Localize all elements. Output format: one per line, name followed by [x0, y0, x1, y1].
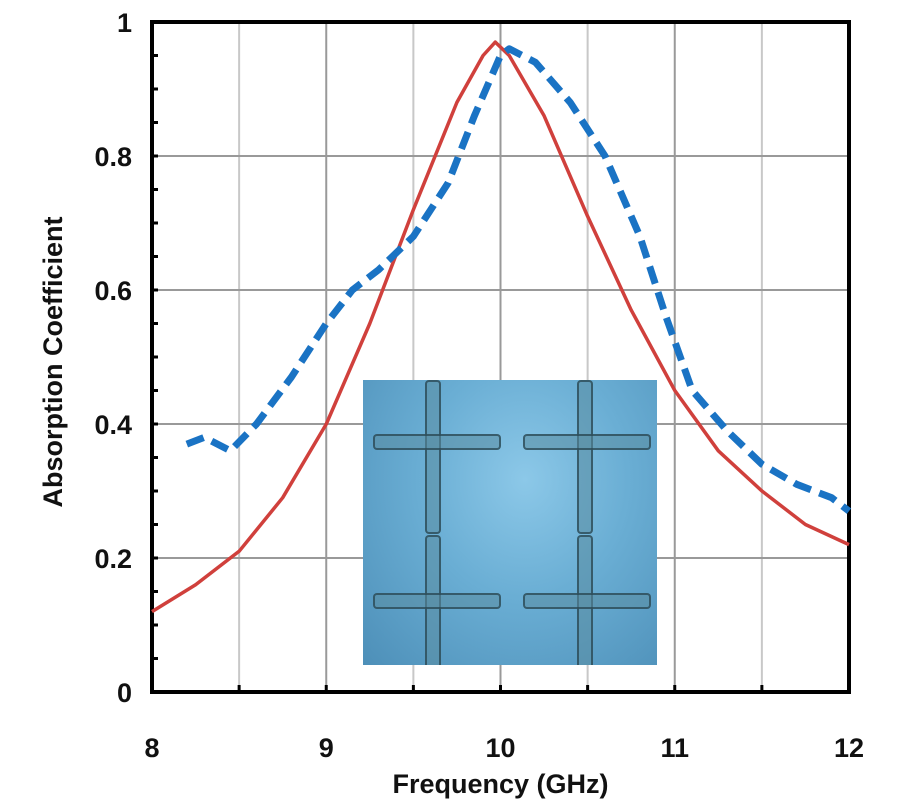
cross-pattern	[523, 434, 651, 450]
x-tick-label: 12	[834, 733, 864, 763]
series-line-measured	[185, 45, 852, 514]
y-tick-label: 0.4	[94, 410, 132, 440]
x-tick-label: 11	[660, 733, 689, 763]
x-tick-label: 9	[319, 733, 334, 763]
y-tick-label: 0.8	[94, 142, 132, 172]
inset-microscope-image	[363, 380, 657, 665]
y-axis-label: Absorption Coefficient	[38, 217, 68, 508]
cross-pattern	[373, 434, 501, 450]
x-axis-label: Frequency (GHz)	[392, 769, 608, 799]
cross-pattern	[577, 380, 593, 534]
cross-pattern	[373, 593, 501, 609]
y-tick-label: 0.2	[94, 544, 132, 574]
y-tick-label: 0.6	[94, 276, 132, 306]
series-line-simulated	[151, 40, 850, 614]
cross-pattern	[425, 380, 441, 534]
plot-frame	[150, 20, 851, 694]
y-tick-label: 0	[117, 678, 132, 708]
cross-pattern	[523, 593, 651, 609]
x-tick-label: 10	[485, 733, 515, 763]
x-tick-label: 8	[144, 733, 159, 763]
y-tick-label: 1	[117, 8, 132, 38]
